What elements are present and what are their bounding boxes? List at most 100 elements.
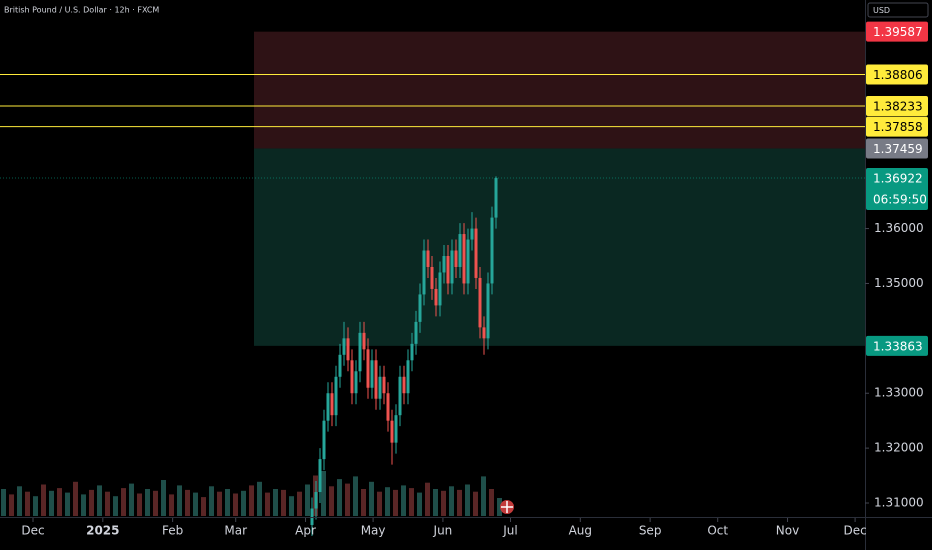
volume-bar — [33, 496, 38, 516]
candle-body — [482, 327, 486, 339]
candle-body — [402, 376, 406, 394]
volume-bar — [9, 494, 14, 516]
volume-bar — [489, 489, 494, 516]
volume-bar — [377, 491, 382, 516]
candle-body — [426, 250, 430, 267]
volume-bar — [393, 489, 398, 516]
candle-body — [438, 272, 442, 306]
candle-body — [390, 420, 394, 443]
x-tick-label: 2025 — [86, 524, 119, 538]
candle-body — [486, 283, 490, 339]
candle-body — [434, 288, 438, 306]
volume-bar — [185, 489, 190, 516]
candle-body — [414, 321, 418, 344]
zones — [254, 31, 865, 346]
candle-body — [330, 393, 334, 416]
candle-body — [378, 376, 382, 399]
candle-body — [410, 343, 414, 361]
price-label-box — [866, 138, 928, 159]
volume-bar — [169, 494, 174, 516]
candle-body — [314, 492, 318, 509]
volume-bar — [57, 488, 62, 516]
x-tick-label: Nov — [776, 524, 799, 538]
countdown: 06:59:50 — [873, 192, 927, 206]
volume-bar — [177, 485, 182, 516]
x-tick-label: Aug — [569, 524, 592, 538]
volume-bar — [361, 489, 366, 516]
y-tick-label: 1.31000 — [874, 496, 924, 510]
volume-bar — [25, 491, 30, 516]
volume-bar — [17, 486, 22, 516]
volume-bar — [161, 480, 166, 516]
x-tick-label: Oct — [707, 524, 728, 538]
volume-bar — [81, 494, 86, 516]
volume-bar — [257, 481, 262, 516]
volume-bar — [113, 496, 118, 516]
volume-bar — [209, 486, 214, 516]
candle-body — [322, 420, 326, 460]
volume-bar — [145, 489, 150, 516]
candle-body — [450, 250, 454, 284]
candle-body — [462, 234, 466, 284]
candle-body — [358, 332, 362, 372]
volume-bar — [97, 485, 102, 516]
candle-body — [382, 376, 386, 394]
volume-bar — [105, 491, 110, 516]
symbol-title: British Pound / U.S. Dollar · 12h · FXCM — [4, 6, 159, 15]
x-tick-label: Jul — [502, 524, 517, 538]
volume-bar — [465, 484, 470, 516]
volume-bar — [481, 476, 486, 516]
volume-bar — [457, 489, 462, 516]
x-tick-label: Dec — [843, 524, 866, 538]
volume-bar — [281, 489, 286, 516]
x-tick-label: Jun — [433, 524, 453, 538]
x-tick-label: Dec — [21, 524, 44, 538]
candle-body — [470, 228, 474, 240]
x-tick-label: Sep — [639, 524, 662, 538]
volume-bar — [249, 485, 254, 516]
x-tick-label: Mar — [224, 524, 247, 538]
candle-body — [338, 354, 342, 377]
price-label: 1.38806 — [873, 68, 923, 82]
candle-body — [326, 393, 330, 421]
candle-body — [478, 277, 482, 328]
price-label-box — [866, 64, 928, 85]
volume-bar — [233, 493, 238, 516]
zone — [254, 31, 865, 149]
candle-body — [442, 256, 446, 273]
volume-bar — [329, 486, 334, 516]
x-tick-label: Apr — [295, 524, 316, 538]
volume-bar — [1, 489, 6, 516]
volume-bar — [137, 493, 142, 516]
volume-bar — [201, 497, 206, 516]
volume — [1, 471, 502, 516]
volume-bar — [289, 496, 294, 516]
candle-body — [354, 371, 358, 394]
volume-bar — [337, 479, 342, 516]
currency[interactable]: USD — [873, 6, 890, 15]
volume-bar — [321, 471, 326, 516]
volume-bar — [353, 476, 358, 516]
volume-bar — [49, 490, 54, 516]
levels — [0, 74, 865, 179]
candle-body — [346, 338, 350, 361]
candle-body — [474, 228, 478, 278]
volume-bar — [273, 489, 278, 516]
volume-bar — [385, 487, 390, 516]
volume-bar — [73, 481, 78, 516]
candle-body — [422, 250, 426, 295]
candle-body — [386, 393, 390, 421]
price-label-box — [866, 95, 928, 116]
volume-bar — [417, 492, 422, 516]
candle-body — [398, 376, 402, 416]
candle-body — [406, 360, 410, 394]
candle-body — [374, 360, 378, 399]
last-price-box — [866, 167, 928, 210]
currency-box[interactable] — [867, 2, 929, 18]
volume-bar — [497, 498, 502, 516]
volume-bar — [369, 481, 374, 516]
event-icon-flag — [501, 501, 513, 513]
y-tick-label: 1.36000 — [874, 221, 924, 235]
y-tick-label: 1.33000 — [874, 386, 924, 400]
